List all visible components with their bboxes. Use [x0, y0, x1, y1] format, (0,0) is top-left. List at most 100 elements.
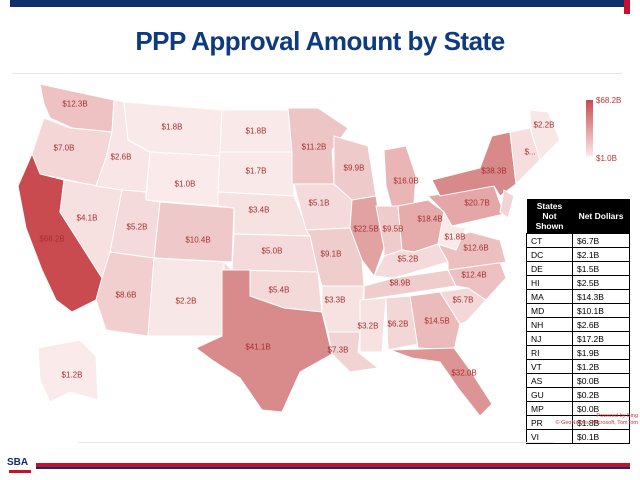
- row-state: CT: [526, 233, 573, 248]
- row-value: $0.1B: [572, 429, 630, 444]
- sba-logo: SBA: [4, 455, 34, 477]
- row-state: NH: [526, 317, 573, 332]
- state-NM[interactable]: [147, 257, 225, 337]
- table-row: RI $1.9B: [526, 345, 630, 360]
- sba-logo-text: SBA: [7, 457, 29, 468]
- attribution-bing: Powered by Bing: [596, 413, 638, 419]
- state-NY[interactable]: [431, 131, 517, 197]
- label-MI: $16.0B: [393, 176, 419, 186]
- state-SC[interactable]: [439, 287, 487, 325]
- table-row: NH $2.6B: [526, 317, 630, 332]
- map-frame: [12, 73, 622, 430]
- top-accent-bar: [0, 0, 640, 14]
- label-MN: $11.2B: [301, 142, 327, 152]
- row-state: PR: [526, 415, 573, 430]
- row-value: $0.0B: [572, 373, 630, 388]
- label-AK: $1.2B: [61, 370, 83, 380]
- label-ND: $1.8B: [245, 126, 267, 136]
- row-state: VI: [526, 429, 573, 444]
- state-FL[interactable]: [389, 347, 493, 417]
- row-state: RI: [526, 345, 573, 360]
- table-row: DE $1.5B: [526, 261, 630, 276]
- label-OH: $18.4B: [417, 214, 443, 224]
- label-KY: $5.2B: [397, 254, 419, 264]
- label-WY: $1.0B: [174, 179, 196, 189]
- footer-navy-bar: [36, 467, 630, 469]
- state-AK[interactable]: [37, 339, 99, 403]
- label-TN: $8.9B: [389, 278, 411, 288]
- row-value: $2.1B: [572, 247, 630, 262]
- legend-max: $68.2B: [596, 96, 622, 105]
- table-row: AS $0.0B: [526, 373, 630, 388]
- label-AR: $3.3B: [324, 295, 346, 305]
- row-state: VT: [526, 359, 573, 374]
- page-title: PPP Approval Amount by State: [135, 26, 505, 56]
- row-value: $17.2B: [572, 331, 630, 346]
- label-UT: $5.2B: [126, 222, 148, 232]
- top-red-accent: [624, 0, 630, 14]
- label-AZ: $8.6B: [115, 290, 137, 300]
- row-value: $14.3B: [572, 289, 630, 304]
- label-OR: $7.0B: [53, 143, 75, 153]
- table-row: MA $14.3B: [526, 289, 630, 304]
- footer-red-bar: [36, 463, 630, 467]
- table-header-dollars: Net Dollars: [572, 199, 630, 234]
- table-row: VI $0.1B: [526, 429, 630, 444]
- table-row: HI $2.5B: [526, 275, 630, 290]
- state-NJ[interactable]: [499, 189, 515, 219]
- label-LA: $7.3B: [327, 345, 349, 355]
- label-NE: $3.4B: [248, 205, 270, 215]
- table-row: NJ $17.2B: [526, 331, 630, 346]
- row-value: $0.2B: [572, 387, 630, 402]
- sba-logo-underline: [9, 470, 31, 473]
- row-value: $0.0B: [572, 401, 630, 416]
- label-IA: $5.1B: [308, 198, 330, 208]
- table-row: VT $1.2B: [526, 359, 630, 374]
- row-value: $2.5B: [572, 275, 630, 290]
- row-state: AS: [526, 373, 573, 388]
- state-MN[interactable]: [287, 107, 349, 185]
- label-WI: $9.9B: [343, 163, 365, 173]
- label-KS: $5.0B: [261, 246, 283, 256]
- label-NY: $38.3B: [481, 166, 507, 176]
- label-NE-SMALL: $...: [524, 147, 536, 157]
- state-KY[interactable]: [373, 243, 449, 279]
- label-SC: $5.7B: [452, 295, 474, 305]
- row-state: GU: [526, 387, 573, 402]
- footer-divider: [78, 442, 554, 443]
- row-state: MA: [526, 289, 573, 304]
- row-value: $10.1B: [572, 303, 630, 318]
- state-MS[interactable]: [359, 297, 387, 353]
- row-value: $1.5B: [572, 261, 630, 276]
- label-SD: $1.7B: [245, 166, 267, 176]
- label-IL: $22.5B: [353, 224, 379, 234]
- label-ME: $2.2B: [533, 120, 555, 130]
- label-MO: $9.1B: [320, 249, 342, 259]
- table-row: PR $1.8B: [526, 415, 630, 430]
- label-MT: $1.8B: [161, 122, 183, 132]
- attribution-sources: © GeoNames, Microsoft, TomTom: [555, 420, 639, 426]
- row-state: DE: [526, 261, 573, 276]
- states-not-shown-table: States Not Shown Net Dollars CT $6.7B DC $…: [526, 199, 630, 444]
- row-value: $1.9B: [572, 345, 630, 360]
- state-TX[interactable]: [195, 269, 333, 413]
- label-MS: $3.2B: [357, 321, 379, 331]
- state-CO[interactable]: [153, 201, 235, 263]
- state-NE-SMALL[interactable]: [509, 127, 541, 186]
- label-ID: $2.6B: [110, 152, 132, 162]
- state-CA[interactable]: [17, 152, 103, 313]
- label-VA: $12.6B: [463, 243, 489, 253]
- legend-gradient: [586, 100, 593, 156]
- label-OK: $5.4B: [268, 285, 290, 295]
- state-GA[interactable]: [409, 291, 461, 351]
- label-AL: $6.2B: [387, 319, 409, 329]
- row-state: MP: [526, 401, 573, 416]
- label-PA: $20.7B: [464, 198, 490, 208]
- top-navy-bar: [10, 0, 630, 7]
- row-state: MD: [526, 303, 573, 318]
- state-WV[interactable]: [437, 210, 467, 251]
- row-state: NJ: [526, 331, 573, 346]
- table-row: CT $6.7B: [526, 233, 630, 248]
- row-value: $6.7B: [572, 233, 630, 248]
